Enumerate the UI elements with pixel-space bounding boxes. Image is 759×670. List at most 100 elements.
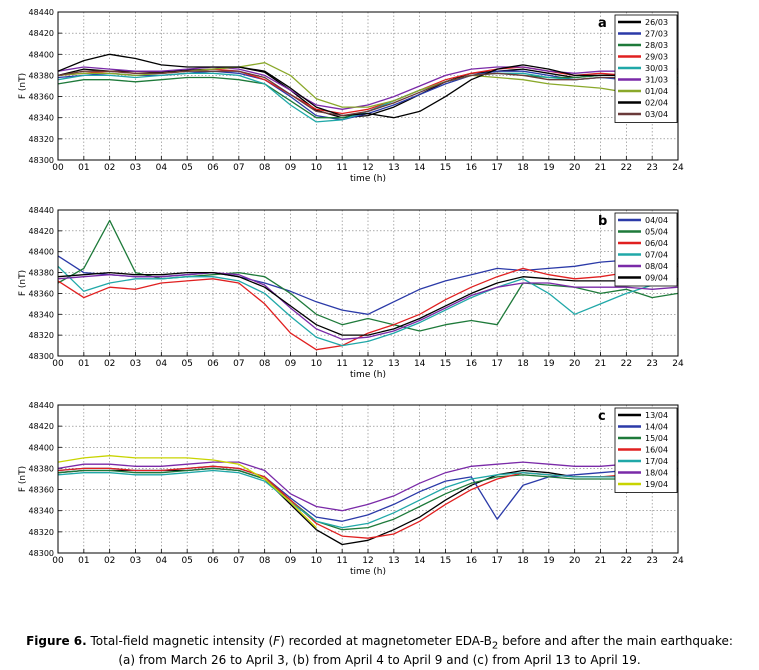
series-line-15-04 — [57, 467, 679, 531]
x-tick-label: 11 — [336, 359, 347, 369]
x-tick-label: 02 — [104, 556, 115, 566]
x-tick-label: 20 — [569, 556, 581, 566]
caption-label: Figure 6. — [26, 634, 87, 648]
series-line-02-04 — [57, 53, 679, 119]
legend-entry-label: 30/03 — [645, 64, 668, 73]
x-tick-label: 19 — [543, 556, 555, 566]
x-tick-label: 18 — [517, 163, 529, 173]
x-tick-label: 01 — [78, 359, 89, 369]
x-tick-label: 21 — [595, 556, 606, 566]
series-line-03-04 — [57, 70, 679, 117]
legend: 04/04 05/04 06/04 07/04 08/04 09/04 — [614, 212, 678, 287]
legend-entry-label: 27/03 — [645, 30, 668, 39]
x-tick-label: 08 — [259, 556, 271, 566]
x-tick-label: 07 — [233, 163, 244, 173]
y-tick-label: 48300 — [29, 156, 54, 165]
x-tick-label: 05 — [181, 359, 192, 369]
caption-line-1: Figure 6. Total-field magnetic intensity… — [0, 634, 759, 653]
x-tick-label: 11 — [336, 163, 347, 173]
y-tick-label: 48320 — [29, 135, 54, 144]
x-axis-label: time (h) — [350, 567, 386, 577]
x-tick-label: 14 — [414, 359, 426, 369]
x-tick-label: 21 — [595, 163, 606, 173]
panel-label: a — [598, 16, 607, 31]
x-tick-label: 14 — [414, 556, 426, 566]
y-tick-label: 48400 — [29, 50, 54, 59]
x-tick-label: 01 — [78, 556, 89, 566]
series-line-31-03 — [57, 66, 679, 110]
panel-label: b — [598, 214, 607, 229]
x-tick-label: 03 — [130, 359, 141, 369]
caption-line-2: (a) from March 26 to April 3, (b) from A… — [118, 653, 641, 668]
y-tick-label: 48400 — [29, 248, 54, 257]
x-tick-label: 22 — [621, 359, 632, 369]
y-tick-label: 48440 — [29, 8, 54, 17]
legend-entry-label: 04/04 — [645, 216, 668, 225]
legend-entry-label: 17/04 — [645, 457, 668, 466]
figure-caption: Figure 6. Total-field magnetic intensity… — [0, 634, 759, 668]
legend-entry-label: 09/04 — [645, 274, 668, 283]
y-tick-label: 48420 — [29, 29, 54, 38]
legend-entry-label: 14/04 — [645, 423, 668, 432]
x-tick-label: 06 — [207, 359, 219, 369]
x-tick-label: 05 — [181, 556, 192, 566]
y-axis-label: F (nT) — [18, 73, 28, 99]
legend-entry-label: 06/04 — [645, 239, 668, 248]
x-tick-label: 01 — [78, 163, 89, 173]
legend-entry-label: 29/03 — [645, 53, 668, 62]
legend: 26/03 27/03 28/03 29/03 30/03 31/03 01/04 02/04… — [614, 14, 678, 123]
y-tick-label: 48340 — [29, 507, 54, 516]
x-tick-label: 18 — [517, 359, 529, 369]
plot-frame — [57, 404, 679, 554]
x-tick-label: 13 — [388, 359, 399, 369]
x-tick-label: 11 — [336, 556, 347, 566]
caption-text-3: before and after the main earthquake: — [498, 634, 733, 648]
legend-entry-label: 31/03 — [645, 76, 668, 85]
caption-italic: F — [273, 634, 281, 648]
legend-entry-label: 05/04 — [645, 228, 668, 237]
legend-entry-label: 07/04 — [645, 251, 668, 260]
y-tick-label: 48320 — [29, 331, 54, 340]
chart-panel-a: 00 01 02 03 04 05 06 07 08 09 10 11 12 13 14 15 16 17 18 19… — [18, 8, 684, 184]
x-tick-label: 24 — [672, 556, 684, 566]
x-tick-label: 23 — [646, 556, 657, 566]
y-tick-label: 48380 — [29, 464, 54, 473]
series-line-17-04 — [57, 469, 679, 529]
plot-frame — [57, 11, 679, 161]
x-axis-label: time (h) — [350, 174, 386, 184]
x-tick-label: 23 — [646, 359, 657, 369]
x-tick-label: 24 — [672, 359, 684, 369]
x-tick-label: 10 — [311, 556, 323, 566]
y-tick-label: 48440 — [29, 206, 54, 215]
y-tick-label: 48360 — [29, 93, 54, 102]
legend-entry-label: 18/04 — [645, 469, 668, 478]
y-tick-label: 48420 — [29, 422, 54, 431]
x-tick-label: 03 — [130, 163, 141, 173]
x-tick-label: 16 — [466, 163, 478, 173]
series-line-07-04 — [57, 265, 679, 347]
y-tick-label: 48380 — [29, 71, 54, 80]
y-tick-label: 48320 — [29, 528, 54, 537]
x-tick-label: 07 — [233, 556, 244, 566]
series-line-08-04 — [57, 271, 679, 340]
x-tick-label: 02 — [104, 359, 115, 369]
legend-entry-label: 01/04 — [645, 87, 668, 96]
x-tick-label: 09 — [285, 556, 297, 566]
y-tick-label: 48340 — [29, 114, 54, 123]
caption-text-2: ) recorded at magnetometer EDA-B — [280, 634, 492, 648]
x-tick-label: 10 — [311, 163, 323, 173]
x-tick-label: 16 — [466, 359, 478, 369]
x-tick-label: 02 — [104, 163, 115, 173]
y-tick-label: 48360 — [29, 289, 54, 298]
x-tick-label: 05 — [181, 163, 192, 173]
x-tick-label: 10 — [311, 359, 323, 369]
plot-frame — [57, 209, 679, 357]
legend-entry-label: 19/04 — [645, 480, 668, 489]
x-tick-label: 13 — [388, 163, 399, 173]
x-axis-label: time (h) — [350, 370, 386, 380]
x-tick-label: 15 — [440, 163, 451, 173]
legend: 13/04 14/04 15/04 16/04 17/04 18/04 19/04 — [614, 407, 678, 493]
legend-entry-label: 02/04 — [645, 99, 668, 108]
x-tick-label: 24 — [672, 163, 684, 173]
